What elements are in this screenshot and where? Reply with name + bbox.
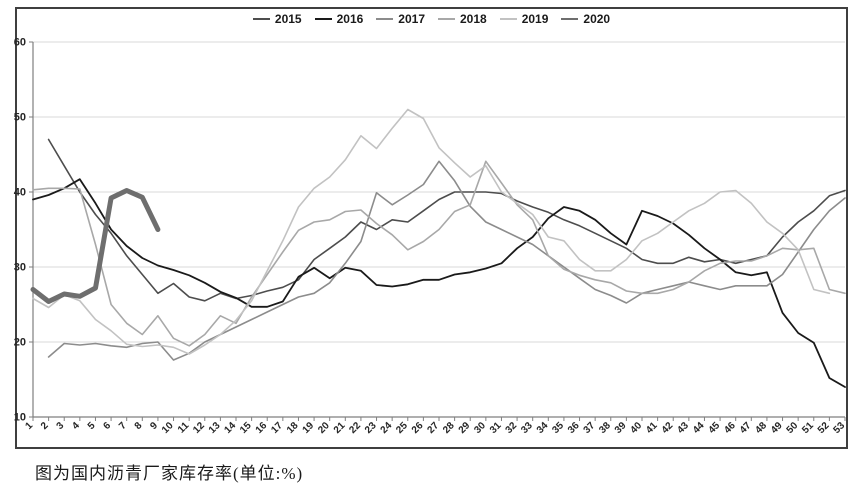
series-line-2015: [47, 138, 846, 302]
x-tick-label: 9: [148, 420, 160, 432]
x-tick-label: 26: [410, 420, 426, 436]
x-tick-label: 52: [816, 420, 832, 436]
x-tick-label: 53: [831, 420, 847, 436]
y-tick-label: 60: [14, 37, 26, 49]
series-line-2016: [32, 178, 846, 388]
x-tick-label: 34: [535, 420, 551, 436]
x-tick-label: 40: [628, 420, 644, 436]
x-tick-label: 35: [550, 420, 566, 436]
legend-item-2019[interactable]: 2019: [499, 12, 549, 26]
x-tick-label: 39: [613, 420, 629, 436]
x-tick-label: 25: [394, 420, 410, 436]
x-tick-label: 28: [441, 420, 457, 436]
legend-item-2016[interactable]: 2016: [314, 12, 364, 26]
chart-legend: 2015 2016 2017 2018 2019 2020: [17, 12, 846, 26]
x-tick-label: 31: [488, 420, 504, 436]
x-tick-label: 15: [238, 420, 254, 436]
x-tick-label: 5: [86, 420, 98, 432]
x-tick-label: 32: [504, 420, 520, 436]
legend-line-swatch: [252, 18, 270, 20]
x-tick-label: 42: [660, 420, 676, 436]
x-tick-label: 13: [207, 420, 223, 436]
legend-item-2017[interactable]: 2017: [376, 12, 425, 26]
legend-label: 2016: [336, 12, 364, 26]
legend-label: 2017: [398, 12, 425, 26]
x-tick-label: 24: [379, 420, 395, 436]
y-tick-label: 50: [14, 112, 26, 124]
x-tick-label: 7: [117, 420, 129, 432]
legend-label: 2018: [460, 12, 487, 26]
x-tick-label: 4: [70, 420, 82, 432]
y-tick-label: 30: [14, 262, 26, 274]
x-tick-label: 20: [316, 420, 332, 436]
x-tick-label: 43: [675, 420, 691, 436]
x-tick-label: 41: [644, 420, 660, 436]
legend-label: 2019: [521, 12, 549, 26]
x-tick-label: 3: [55, 420, 67, 432]
x-tick-label: 30: [472, 420, 488, 436]
y-tick-label: 10: [14, 412, 26, 424]
x-tick-label: 16: [254, 420, 270, 436]
x-tick-label: 38: [597, 420, 613, 436]
x-tick-label: 8: [133, 420, 145, 432]
x-tick-label: 21: [332, 420, 348, 436]
x-tick-label: 1: [23, 420, 35, 432]
x-tick-label: 37: [582, 420, 598, 436]
legend-item-2015[interactable]: 2015: [252, 12, 302, 26]
x-tick-label: 44: [691, 420, 707, 436]
chart-frame: 2015 2016 2017 2018 2019 2020: [15, 7, 848, 449]
legend-line-swatch: [314, 18, 332, 20]
x-tick-label: 36: [566, 420, 582, 436]
x-tick-label: 46: [722, 420, 738, 436]
series-line-2020: [30, 188, 161, 304]
x-tick-label: 19: [301, 420, 317, 436]
x-tick-label: 27: [425, 420, 441, 436]
x-tick-label: 2: [39, 420, 51, 432]
series-line-2019: [32, 108, 831, 355]
x-tick-label: 22: [347, 420, 363, 436]
x-tick-label: 10: [160, 420, 176, 436]
x-tick-label: 47: [738, 420, 754, 436]
x-tick-label: 23: [363, 420, 379, 436]
legend-item-2018[interactable]: 2018: [438, 12, 487, 26]
legend-label: 2015: [274, 12, 302, 26]
x-tick-label: 45: [707, 420, 723, 436]
legend-line-swatch: [438, 18, 455, 20]
legend-label: 2020: [583, 12, 611, 26]
legend-line-swatch: [376, 18, 394, 20]
x-tick-label: 51: [800, 420, 816, 436]
x-tick-label: 12: [191, 420, 207, 436]
chart-caption: 图为国内沥青厂家库存率(单位:%): [35, 464, 304, 483]
series-line-2017: [47, 160, 846, 361]
x-tick-label: 14: [222, 420, 238, 436]
x-tick-label: 29: [457, 420, 473, 436]
series-line-2018: [32, 160, 846, 347]
x-tick-label: 6: [101, 420, 113, 432]
x-tick-label: 17: [269, 420, 285, 436]
x-tick-label: 50: [785, 420, 801, 436]
x-tick-label: 18: [285, 420, 301, 436]
y-tick-label: 40: [14, 187, 26, 199]
x-tick-label: 11: [176, 420, 192, 436]
x-tick-label: 33: [519, 420, 535, 436]
legend-line-swatch: [499, 18, 517, 20]
x-tick-label: 48: [753, 420, 769, 436]
legend-item-2020[interactable]: 2020: [561, 12, 610, 26]
legend-line-swatch: [561, 18, 579, 20]
x-tick-label: 49: [769, 420, 785, 436]
y-tick-label: 20: [14, 337, 26, 349]
